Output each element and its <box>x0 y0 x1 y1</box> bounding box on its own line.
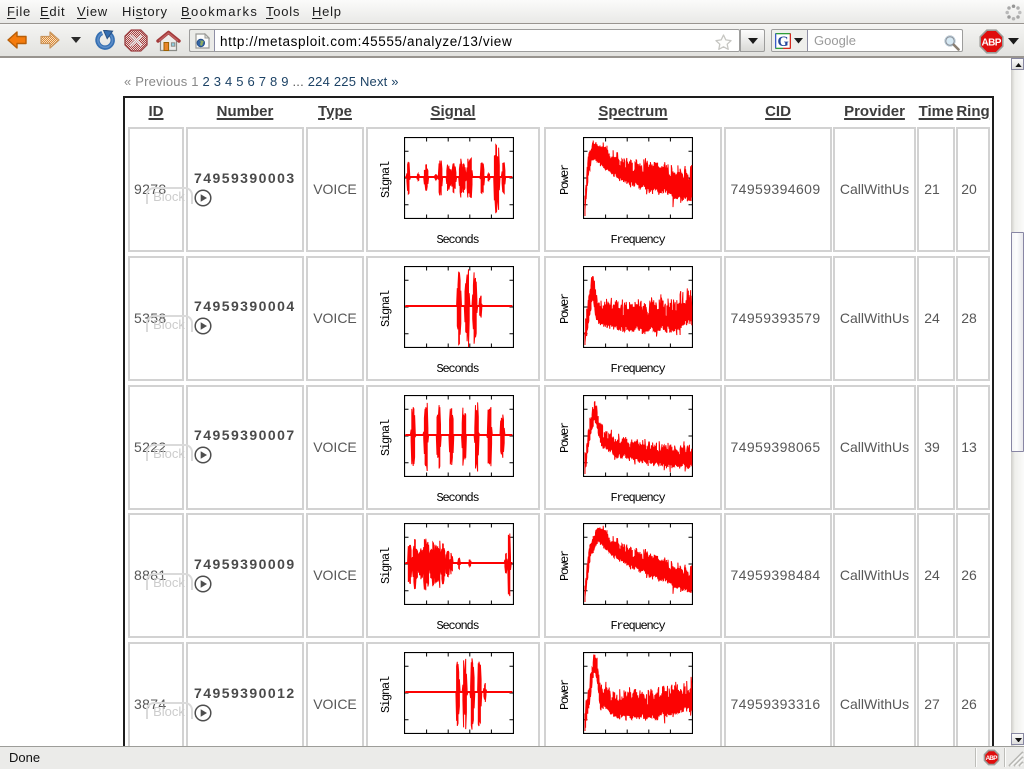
svg-text:ABP: ABP <box>982 37 1002 48</box>
svg-text:ABP: ABP <box>986 755 998 762</box>
svg-text:G: G <box>778 34 789 49</box>
